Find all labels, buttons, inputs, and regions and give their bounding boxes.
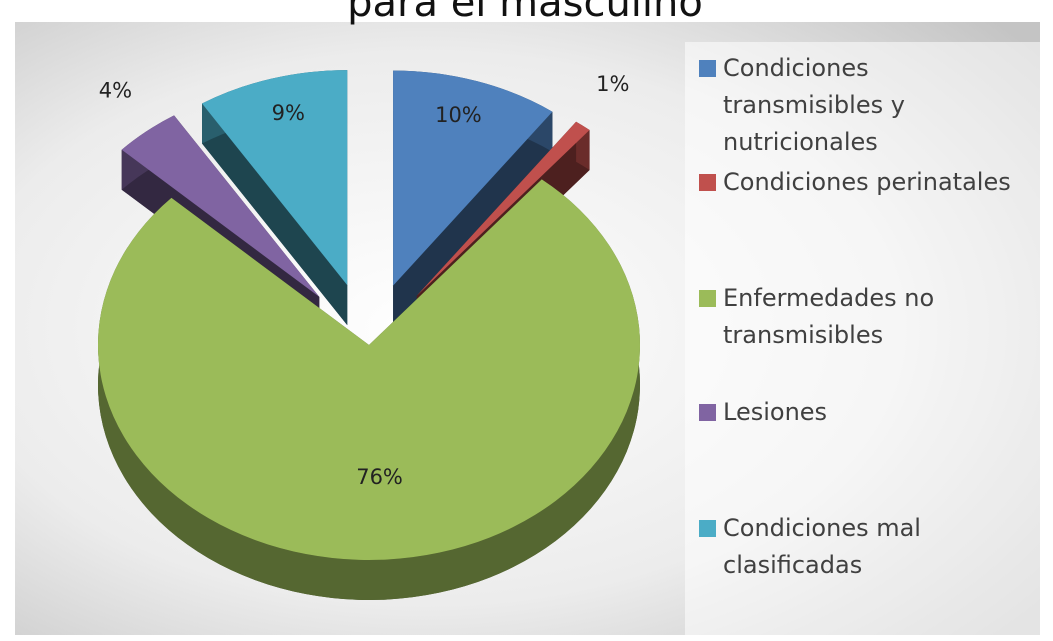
chart-title: para el masculino [347,0,703,26]
slice-wall [393,111,553,326]
data-label: 9% [272,101,305,125]
slice [202,70,348,286]
legend-item: Condiciones transmisibles y nutricionale… [699,50,1035,161]
legend-label: Condiciones perinatales [723,168,1011,196]
legend-swatch [699,60,716,77]
legend-swatch [699,290,716,307]
legend-label: Condiciones mal clasificadas [723,514,921,579]
pie: 10% 1% 76% 4% 9% [97,70,640,601]
data-label: 1% [596,72,629,96]
legend-swatch [699,404,716,421]
legend-label: Lesiones [723,398,828,426]
slice [393,70,553,286]
legend-label: Condiciones transmisibles y nutricionale… [723,54,905,156]
legend-item: Condiciones perinatales [699,164,1035,201]
legend-item: Enfermedades no transmisibles [699,280,1035,354]
data-label: 4% [99,78,132,102]
legend-label: Enfermedades no transmisibles [723,284,935,349]
slice-wall [202,103,348,326]
legend-item: Condiciones mal clasificadas [699,510,1035,584]
slice [97,179,640,560]
legend: Condiciones transmisibles y nutricionale… [685,42,1040,635]
data-label: 76% [356,465,403,489]
slice [416,121,590,296]
legend-swatch [699,174,716,191]
data-label: 10% [435,103,482,127]
legend-swatch [699,520,716,537]
slice [121,115,320,297]
legend-item: Lesiones [699,394,1035,431]
